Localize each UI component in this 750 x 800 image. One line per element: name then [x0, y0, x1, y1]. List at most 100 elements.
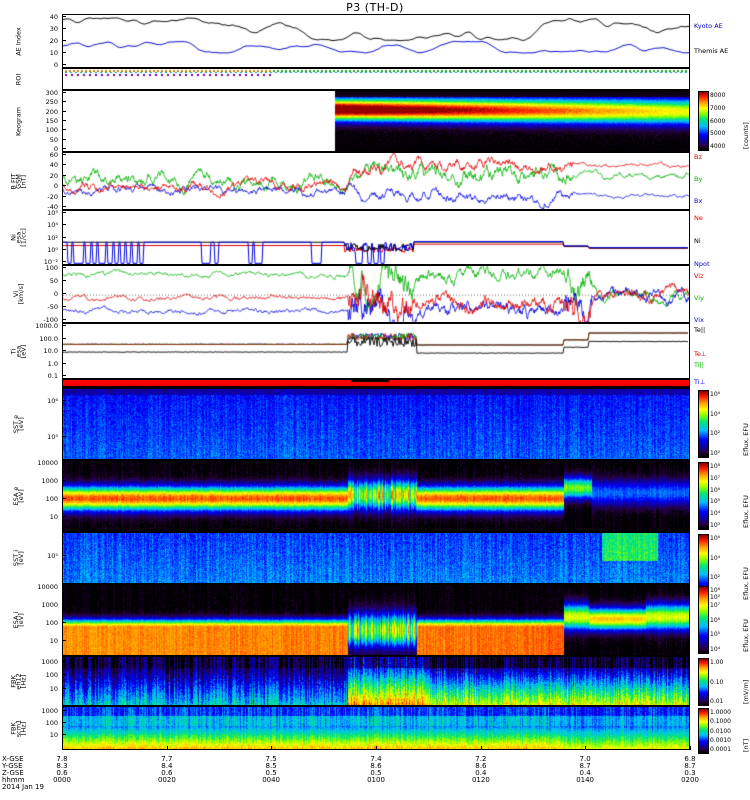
- ytick-vi-2: 0: [53, 290, 58, 298]
- footer-x-gse-4: 7.2: [475, 755, 487, 763]
- panel-fbk_e: [62, 656, 690, 706]
- ytick-mark: [62, 174, 66, 176]
- ytick-vi-1: 50: [49, 277, 58, 285]
- panel-esa_i: [62, 584, 690, 656]
- ytick-mark: [62, 337, 66, 339]
- ytick-ae-0: 40: [49, 13, 58, 21]
- ytick-mark: [62, 28, 66, 29]
- esa-e-cbar-tick-4: 10⁴: [710, 510, 721, 518]
- ytick-mark: [62, 212, 66, 213]
- x-tick-mark: [480, 746, 482, 750]
- esa-i-cbar-tick-4: 10⁴: [710, 646, 721, 653]
- sst-i-cbar-tick-3: 10⁰: [710, 594, 721, 601]
- footer-time-3: 0100: [367, 776, 385, 784]
- footer-row-label-0: X-GSE: [2, 755, 24, 763]
- ytick-mark: [62, 710, 66, 712]
- ytick-mark: [62, 350, 66, 351]
- sst-i-cbar-tick-2: 10²: [710, 574, 721, 582]
- sst-e-cbar-tick-0: 10⁶: [710, 391, 721, 398]
- panel-canvas: [63, 91, 689, 151]
- fbk-e-cbar-unit: [mV/m]: [742, 679, 750, 704]
- esa-e-cbar-tick-5: 10³: [710, 522, 721, 529]
- sst-e-cbar: [698, 390, 709, 458]
- footer-z-gse-0: 0.6: [56, 769, 68, 777]
- footer-time-6: 0200: [681, 776, 699, 784]
- sst-e-cbar-tick-1: 10⁴: [710, 410, 721, 418]
- ytick-ti-4: 0.1: [47, 372, 58, 380]
- series-legend-ti: Ti||: [694, 361, 704, 369]
- axis-label-bfit: B FIT GSM [nT]: [9, 172, 28, 190]
- ytick-mark: [62, 248, 66, 250]
- esa-i-cbar-tick-0: 10⁸: [710, 587, 721, 594]
- ytick-ae-1: 30: [49, 25, 58, 33]
- panel-sst_i: [62, 532, 690, 584]
- fbk-b-cbar-tick-4: 0.0001: [710, 746, 731, 753]
- ytick-ni-1: 10⁴: [47, 221, 58, 230]
- ytick-mark: [62, 129, 66, 131]
- series-legend-ti: Ti⊥: [694, 378, 706, 386]
- colorbar-gradient: [699, 92, 708, 150]
- footer-x-gse-6: 6.8: [684, 755, 696, 763]
- keogram-cbar-tick-0: 8000: [710, 92, 726, 99]
- ytick-keogram-6: 0: [53, 145, 58, 153]
- esa-i-cbar-tick-1: 10⁷: [710, 601, 721, 609]
- axis-label-ae: AE Index: [14, 26, 23, 56]
- ytick-fbk_e-1: 100: [45, 671, 58, 680]
- ytick-ae-4: 0: [53, 61, 58, 69]
- axis-label-fbk_e: FBK efi12 [Hz]: [9, 672, 28, 690]
- ytick-mark: [62, 399, 66, 401]
- footer-z-gse-3: 0.5: [370, 769, 382, 777]
- ytick-mark: [62, 261, 66, 262]
- ytick-ni-2: 10²: [47, 233, 58, 242]
- ytick-mark: [62, 622, 66, 624]
- ytick-mark: [62, 52, 66, 53]
- x-tick-mark: [62, 746, 63, 750]
- fbk-b-cbar-unit: [nT]: [742, 738, 750, 752]
- ytick-sst_i-0: 10⁵: [47, 551, 58, 560]
- ytick-bfit-2: 20: [49, 171, 58, 180]
- esa-e-cbar-unit: Eflux, EFU: [742, 495, 750, 528]
- ytick-mark: [62, 734, 66, 736]
- ytick-mark: [62, 462, 66, 463]
- esa-e-cbar-tick-2: 10⁶: [710, 486, 721, 494]
- ytick-bfit-0: 60: [49, 151, 58, 159]
- ytick-bfit-3: 0: [53, 182, 58, 191]
- footer-x-gse-5: 7.0: [579, 755, 591, 763]
- axis-label-sst_e: SST e [eV]: [12, 414, 25, 434]
- series-legend-ni: Ni: [694, 237, 701, 245]
- esa-e-cbar-tick-1: 10⁷: [710, 474, 721, 482]
- footer-z-gse-2: 0.5: [265, 769, 277, 777]
- ytick-fbk_b-1: 100: [45, 719, 58, 728]
- ytick-mark: [62, 604, 66, 606]
- footer-time-2: 0040: [262, 776, 281, 784]
- keogram-cbar-unit: [counts]: [742, 122, 750, 149]
- ytick-ti-3: 1.0: [47, 359, 58, 368]
- panel-canvas: [63, 15, 689, 67]
- ytick-ti-0: 1000.0: [35, 322, 58, 330]
- ytick-vi-0: 100: [45, 264, 58, 272]
- series-legend-viy: Viy: [694, 294, 704, 302]
- sst-i-cbar-unit: Eflux, EFU: [742, 567, 750, 600]
- ytick-fbk_b-0: 1000: [41, 707, 58, 716]
- ytick-mark: [62, 306, 66, 307]
- ytick-mark: [62, 586, 66, 587]
- panel-bfit: [62, 152, 690, 210]
- ytick-esa_e-3: 10: [49, 513, 58, 522]
- fbk-b-cbar-tick-3: 0.0010: [710, 736, 731, 744]
- panel-canvas: [63, 533, 689, 583]
- ytick-vi-3: -50: [47, 303, 58, 311]
- axis-label-roi: ROI: [14, 73, 23, 85]
- esa-i-cbar-tick-3: 10⁵: [710, 631, 721, 639]
- ytick-keogram-0: 300: [45, 89, 58, 97]
- ytick-mark: [62, 362, 66, 364]
- ytick-esa_i-2: 100: [45, 619, 58, 628]
- ytick-keogram-5: 50: [49, 135, 58, 144]
- colorbar-gradient: [699, 709, 708, 753]
- footer-y-gse-5: 8.7: [579, 762, 591, 770]
- ytick-ti-2: 10.0: [43, 347, 58, 355]
- series-legend-themis-ae: Themis AE: [694, 47, 729, 55]
- ytick-mark: [62, 236, 66, 238]
- ytick-mark: [62, 554, 66, 556]
- axis-label-vi: Vi [km/s]: [12, 283, 25, 305]
- axis-label-ti: Ti esa [eV]: [9, 344, 28, 358]
